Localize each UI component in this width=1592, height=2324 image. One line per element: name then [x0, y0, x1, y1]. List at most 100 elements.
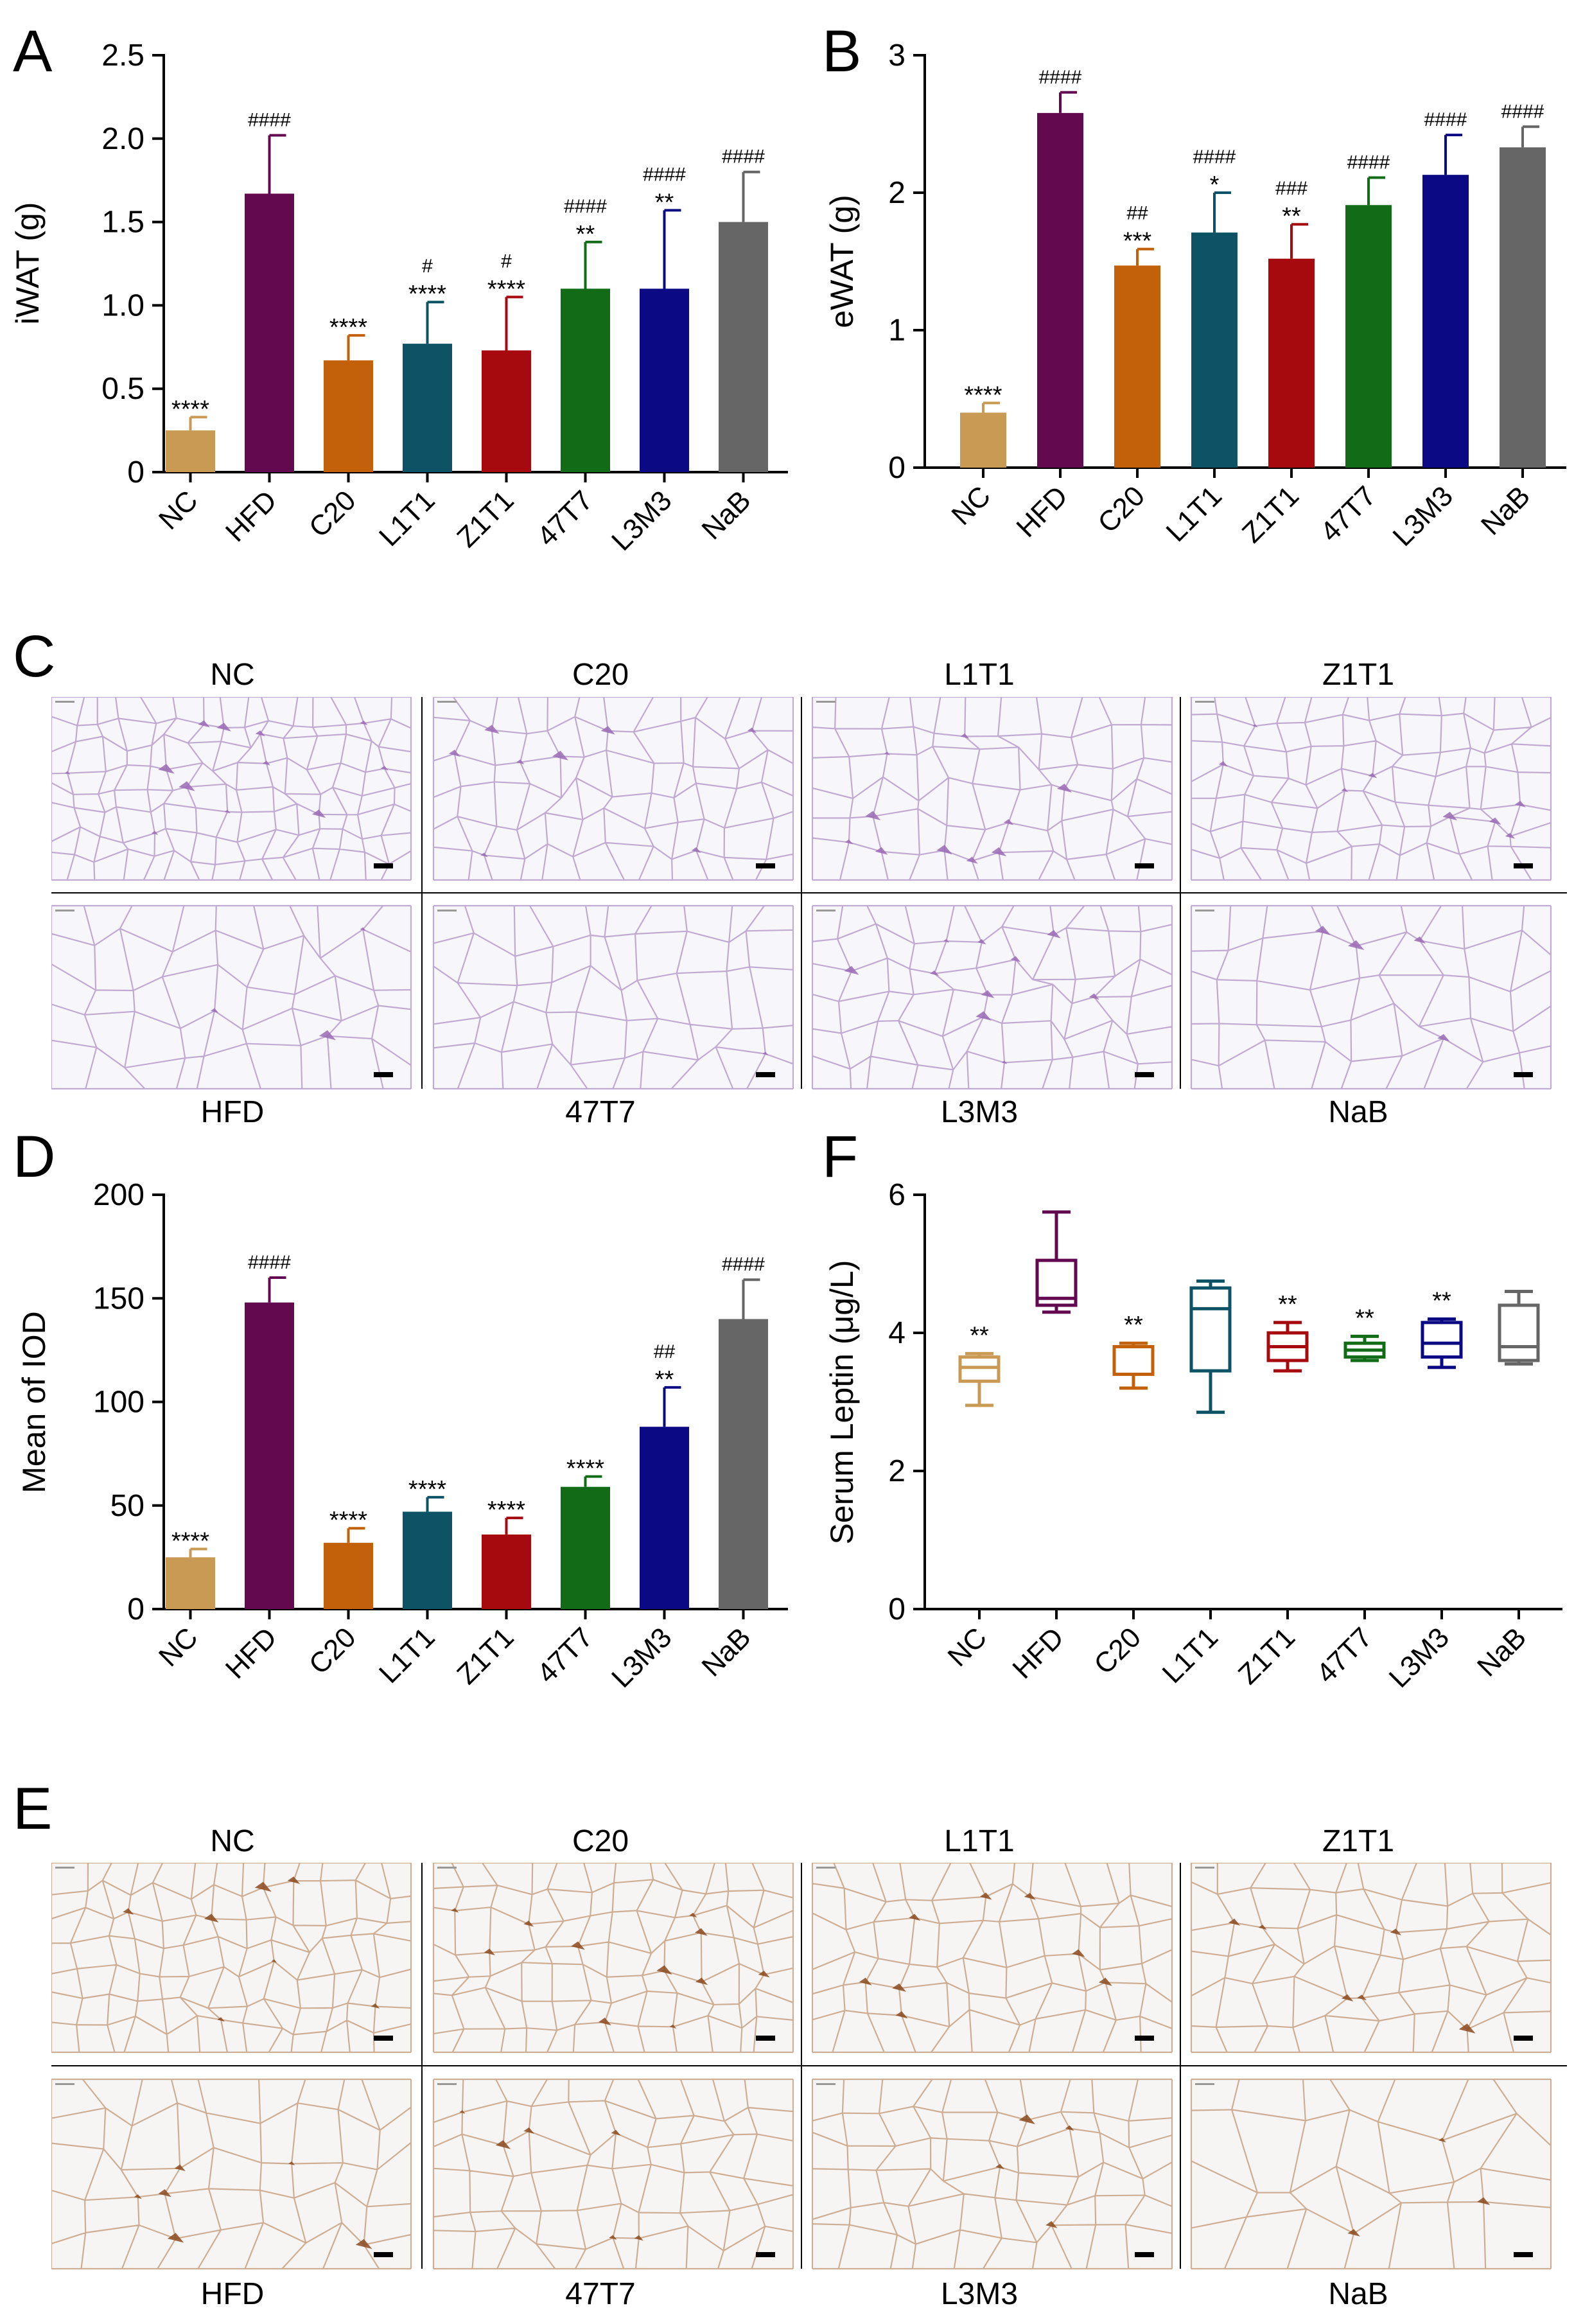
- y-axis-label: Serum Leptin (μg/L): [824, 1260, 860, 1545]
- significance-label: ****: [964, 382, 1002, 409]
- significance-label: ##: [1126, 203, 1148, 224]
- x-tick-label: C20: [303, 484, 362, 543]
- significance-label: ****: [487, 276, 525, 303]
- x-tick-label: L1T1: [1160, 480, 1229, 548]
- bar: [166, 430, 215, 472]
- micrograph-watermark-mark: [1195, 701, 1214, 703]
- significance-label: ####: [1501, 101, 1544, 122]
- panel-e-label-bottom-1: 47T7: [565, 2277, 636, 2311]
- scale-bar: [1135, 863, 1154, 868]
- x-tick-label: C20: [1088, 1621, 1147, 1680]
- panel-c-label-top-0: NC: [210, 658, 255, 692]
- cell-membrane-mesh: [51, 2078, 412, 2270]
- cell-membrane-mesh: [811, 2078, 1173, 2270]
- panel-c-label-bottom-3: NaB: [1328, 1095, 1388, 1129]
- panel-letter-e: E: [13, 1776, 53, 1842]
- y-axis-label: eWAT (g): [824, 195, 860, 328]
- x-tick-label: L3M3: [1383, 1621, 1455, 1693]
- micrograph-watermark-mark: [437, 2083, 457, 2085]
- cell-membrane-mesh: [432, 1863, 794, 2054]
- significance-label: ****: [171, 396, 209, 423]
- x-tick-label: HFD: [220, 484, 283, 548]
- y-tick-label: 2: [888, 1454, 905, 1488]
- significance-label: ####: [248, 1252, 291, 1273]
- significance-label: **: [655, 1366, 674, 1393]
- x-tick-label: C20: [1092, 480, 1151, 539]
- bar: [561, 1486, 610, 1609]
- x-tick-label: Z1T1: [1232, 1621, 1301, 1690]
- x-tick-label: NC: [941, 1621, 993, 1673]
- cell-membrane-mesh: [811, 904, 1173, 1090]
- panel-c-label-bottom-1: 47T7: [565, 1095, 636, 1129]
- scale-bar: [1514, 2252, 1533, 2257]
- micrograph-tile: [51, 2079, 411, 2269]
- box: [1189, 1286, 1232, 1373]
- scale-bar: [1135, 1072, 1154, 1077]
- y-tick-label: 1: [888, 313, 905, 348]
- x-tick-label: NC: [153, 1621, 204, 1673]
- micrograph-watermark-mark: [816, 2083, 835, 2085]
- chart-f-serum-leptin: 0 2 4 6 Serum Leptin (μg/L) NC HFD C20 L1T1 Z1T1 4…: [824, 1178, 1562, 1694]
- bar: [245, 1302, 294, 1609]
- y-tick-label: 50: [110, 1489, 144, 1523]
- significance-label: **: [1124, 1312, 1143, 1339]
- micrograph-tile: [433, 906, 793, 1089]
- x-tick-label: L1T1: [373, 1621, 441, 1689]
- bar: [403, 344, 452, 472]
- significance-label: **: [1355, 1305, 1374, 1332]
- significance-label: ****: [329, 314, 367, 341]
- significance-label: ****: [329, 1507, 367, 1534]
- panel-e-label-bottom-0: HFD: [200, 2277, 265, 2311]
- significance-label: ####: [1424, 109, 1467, 130]
- significance-label: **: [1282, 203, 1301, 230]
- y-tick-label: 2.0: [101, 122, 144, 156]
- y-tick-label: 0: [127, 1592, 144, 1626]
- box: [1421, 1321, 1463, 1359]
- stain-deposits: [64, 720, 389, 835]
- bar: [1191, 233, 1238, 468]
- x-tick-label: 47T7: [531, 1621, 599, 1689]
- cell-membrane-mesh: [432, 904, 794, 1090]
- bar: [245, 193, 294, 472]
- x-tick-label: L1T1: [373, 484, 441, 552]
- x-tick-label: HFD: [1006, 1621, 1070, 1685]
- significance-label: ####: [1347, 152, 1390, 173]
- significance-label: ****: [171, 1527, 209, 1554]
- scale-bar: [756, 863, 775, 868]
- scale-bar: [374, 2252, 393, 2257]
- x-tick-label: 47T7: [1315, 480, 1383, 548]
- micrograph-watermark-mark: [437, 701, 457, 703]
- significance-label: ####: [564, 196, 607, 217]
- micrograph-watermark-mark: [816, 910, 835, 911]
- scale-bar: [1135, 2036, 1154, 2041]
- bar: [719, 1319, 768, 1609]
- panel-c-label-top-1: C20: [572, 658, 629, 692]
- bar: [561, 288, 610, 472]
- x-tick-label: HFD: [1010, 480, 1074, 543]
- x-tick-label: Z1T1: [1236, 480, 1305, 549]
- x-tick-label: L3M3: [606, 484, 678, 556]
- bar: [482, 1534, 531, 1609]
- micrograph-watermark-mark: [55, 1867, 74, 1869]
- y-tick-label: 6: [888, 1178, 905, 1212]
- bar: [960, 412, 1006, 468]
- significance-label: ####: [1039, 67, 1082, 88]
- micrograph-watermark-mark: [55, 2083, 74, 2085]
- panel-e-label-bottom-3: NaB: [1328, 2277, 1388, 2311]
- x-tick-label: C20: [303, 1621, 362, 1680]
- bar: [640, 288, 689, 472]
- bar: [1500, 147, 1546, 468]
- box: [958, 1355, 1001, 1383]
- bar: [324, 1542, 373, 1609]
- micrograph-watermark-mark: [1195, 2083, 1214, 2085]
- y-tick-label: 0: [127, 455, 144, 489]
- bar: [1037, 112, 1083, 468]
- micrograph-tile: [812, 1863, 1172, 2052]
- y-tick-label: 0: [888, 451, 905, 485]
- significance-label: ####: [248, 110, 291, 131]
- x-tick-label: Z1T1: [451, 484, 520, 553]
- significance-label: **: [970, 1322, 989, 1349]
- bar: [403, 1511, 452, 1609]
- panel-e-label-bottom-2: L3M3: [940, 2277, 1019, 2311]
- panel-letter-d: D: [13, 1124, 56, 1190]
